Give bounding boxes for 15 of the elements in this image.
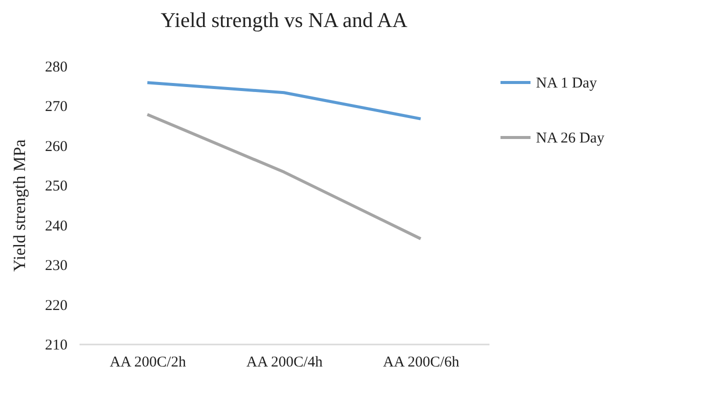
y-axis-title: Yield strength MPa: [10, 138, 29, 272]
y-tick-label: 230: [45, 258, 68, 274]
legend-label: NA 1 Day: [536, 76, 598, 92]
x-tick-label: AA 200C/2h: [110, 354, 186, 370]
y-tick-label: 210: [45, 338, 68, 354]
y-tick-label: 260: [45, 138, 68, 155]
x-tick-label: AA 200C/4h: [246, 354, 324, 370]
x-tick-label: AA 200C/6h: [383, 354, 460, 370]
y-tick-label: 280: [45, 60, 68, 76]
y-tick-label: 240: [45, 218, 68, 234]
y-tick-label: 270: [45, 99, 68, 116]
y-tick-label: 250: [45, 178, 68, 195]
legend-label: NA 26 Day: [536, 130, 605, 146]
y-tick-label: 220: [45, 298, 68, 314]
chart-title: Yield strength vs NA and AA: [160, 8, 408, 32]
